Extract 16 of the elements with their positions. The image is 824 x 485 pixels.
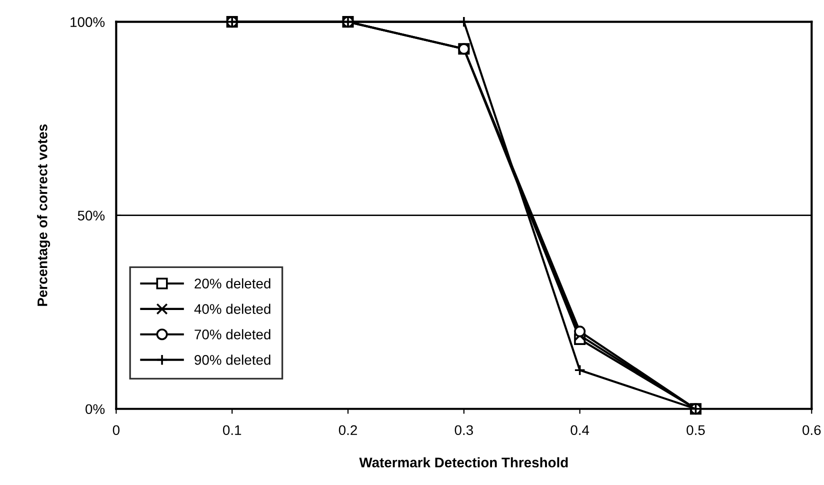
x-tick-label: 0.5 xyxy=(686,425,705,436)
x-tick-label: 0.6 xyxy=(802,425,821,436)
y-tick-label: 0% xyxy=(86,404,105,414)
legend-label: 90% deleted xyxy=(194,354,270,365)
y-tick-label: 50% xyxy=(78,210,105,221)
legend-label: 20% deleted xyxy=(194,278,270,288)
x-tick-label: 0 xyxy=(112,425,120,436)
x-tick-label: 0.3 xyxy=(454,425,473,436)
x-axis-title: Watermark Detection Threshold xyxy=(359,457,568,468)
x-tick-label: 0.4 xyxy=(570,425,590,436)
y-tick-label: 100% xyxy=(70,17,105,27)
y-axis-title: Percentage of correct votes xyxy=(37,124,50,306)
legend-label: 40% deleted xyxy=(194,304,270,314)
legend-label: 70% deleted xyxy=(194,329,270,340)
x-tick-label: 0.1 xyxy=(222,425,242,436)
x-tick-label: 0.2 xyxy=(338,425,357,436)
